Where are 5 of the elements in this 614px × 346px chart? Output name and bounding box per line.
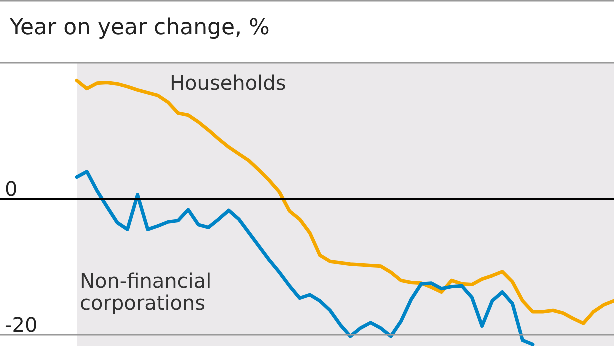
text: Non-financial corporations	[80, 269, 212, 315]
chart-title: Year on year change, %	[9, 16, 270, 40]
y-tick-label: 0	[5, 177, 18, 202]
series-label: Households	[170, 71, 286, 95]
y-tick-label: -20	[5, 313, 38, 338]
